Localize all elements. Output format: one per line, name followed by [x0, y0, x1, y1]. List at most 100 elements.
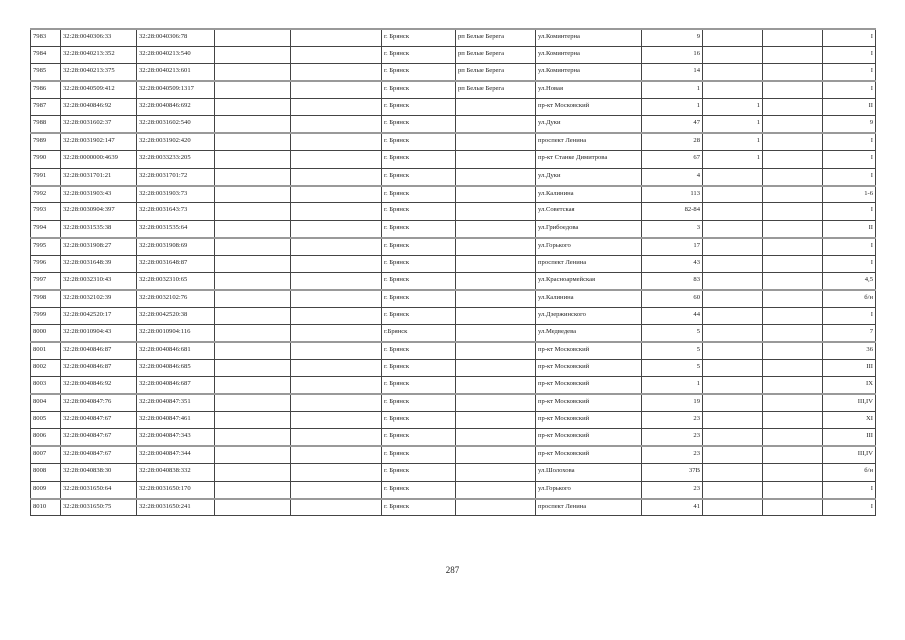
premises-cell: 36 [822, 341, 876, 360]
table-row: 7987 32:28:0040846:92 32:28:0040846:692 г. … [30, 98, 876, 117]
table-row: 7985 32:28:0040213:375 32:28:0040213:601 г.… [30, 63, 876, 82]
empty-col-4-cell [214, 254, 291, 273]
empty-col-5-cell [290, 358, 382, 378]
object-cadastral-number-cell: 32:28:0040509:1317 [136, 80, 215, 100]
building-cell: 1 [702, 115, 763, 134]
object-cadastral-number-cell: 32:28:0040306:78 [136, 27, 215, 47]
cadastral-number-cell: 32:28:0031648:39 [60, 254, 137, 273]
structure-cell [762, 358, 823, 378]
settlement-cell [455, 167, 536, 187]
empty-col-5-cell [290, 341, 382, 360]
empty-col-4-cell [214, 132, 291, 152]
object-cadastral-number-cell: 32:28:0040847:351 [136, 393, 215, 413]
settlement-cell: рп Белые Берега [455, 63, 536, 82]
empty-col-5-cell [290, 150, 382, 169]
structure-cell [762, 45, 823, 65]
empty-col-4-cell [214, 219, 291, 239]
city-cell: г. Брянск [381, 497, 456, 517]
row-number-cell: 7987 [30, 98, 61, 117]
empty-col-4-cell [214, 80, 291, 100]
street-cell: пр-кт Московский [535, 411, 642, 430]
structure-cell [762, 150, 823, 169]
building-cell [702, 254, 763, 273]
cadastral-number-cell: 32:28:0031535:38 [60, 219, 137, 239]
premises-cell: I [822, 497, 876, 517]
empty-col-4-cell [214, 376, 291, 395]
object-cadastral-number-cell: 32:28:0031650:170 [136, 480, 215, 500]
row-number-cell: 8004 [30, 393, 61, 413]
house-cell: 5 [641, 341, 703, 360]
empty-col-5-cell [290, 202, 382, 221]
row-number-cell: 7993 [30, 202, 61, 221]
object-cadastral-number-cell: 32:28:0040847:343 [136, 428, 215, 447]
empty-col-5-cell [290, 254, 382, 273]
object-cadastral-number-cell: 32:28:0031908:69 [136, 236, 215, 256]
structure-cell [762, 497, 823, 517]
premises-cell: б/н [822, 288, 876, 308]
object-cadastral-number-cell: 32:28:0031650:241 [136, 497, 215, 517]
table-row: 7991 32:28:0031701:21 32:28:0031701:72 г. Б… [30, 167, 876, 187]
street-cell: пр-кт Московский [535, 341, 642, 360]
row-number-cell: 7997 [30, 271, 61, 291]
row-number-cell: 8009 [30, 480, 61, 500]
empty-col-4-cell [214, 358, 291, 378]
house-cell: 47 [641, 115, 703, 134]
building-cell: 1 [702, 98, 763, 117]
settlement-cell [455, 428, 536, 447]
cadastral-number-cell: 32:28:0031701:21 [60, 167, 137, 187]
premises-cell: I [822, 150, 876, 169]
object-cadastral-number-cell: 32:28:0033233:205 [136, 150, 215, 169]
premises-cell: III [822, 428, 876, 447]
empty-col-5-cell [290, 376, 382, 395]
row-number-cell: 7986 [30, 80, 61, 100]
premises-cell: XI [822, 411, 876, 430]
city-cell: г. Брянск [381, 376, 456, 395]
city-cell: г.Брянск [381, 324, 456, 343]
structure-cell [762, 219, 823, 239]
table-row: 7997 32:28:0032310:43 32:28:0032310:65 г. Б… [30, 271, 876, 291]
house-cell: 28 [641, 132, 703, 152]
premises-cell: I [822, 63, 876, 82]
row-number-cell: 8001 [30, 341, 61, 360]
empty-col-4-cell [214, 341, 291, 360]
empty-col-5-cell [290, 45, 382, 65]
structure-cell [762, 445, 823, 465]
premises-cell: I [822, 254, 876, 273]
house-cell: 41 [641, 497, 703, 517]
premises-cell: 4,5 [822, 271, 876, 291]
empty-col-4-cell [214, 463, 291, 482]
table-row: 7989 32:28:0031902:147 32:28:0031902:420 г.… [30, 132, 876, 152]
table-row: 7999 32:28:0042520:17 32:28:0042520:38 г. Б… [30, 306, 876, 326]
object-cadastral-number-cell: 32:28:0031902:420 [136, 132, 215, 152]
structure-cell [762, 463, 823, 482]
table-row: 7993 32:28:0030904:397 32:28:0031643:73 г. … [30, 202, 876, 221]
table-row: 7990 32:28:0000000:4639 32:28:0033233:205 г… [30, 150, 876, 169]
object-cadastral-number-cell: 32:28:0040847:461 [136, 411, 215, 430]
table-row: 7994 32:28:0031535:38 32:28:0031535:64 г. Б… [30, 219, 876, 239]
city-cell: г. Брянск [381, 445, 456, 465]
empty-col-4-cell [214, 236, 291, 256]
settlement-cell [455, 219, 536, 239]
empty-col-5-cell [290, 167, 382, 187]
structure-cell [762, 324, 823, 343]
settlement-cell [455, 132, 536, 152]
street-cell: пр-кт Московский [535, 358, 642, 378]
city-cell: г. Брянск [381, 254, 456, 273]
settlement-cell [455, 463, 536, 482]
empty-col-5-cell [290, 98, 382, 117]
street-cell: ул.Медведева [535, 324, 642, 343]
street-cell: проспект Ленина [535, 254, 642, 273]
house-cell: 16 [641, 45, 703, 65]
cadastral-number-cell: 32:28:0040509:412 [60, 80, 137, 100]
empty-col-4-cell [214, 288, 291, 308]
cadastral-number-cell: 32:28:0040847:67 [60, 428, 137, 447]
settlement-cell [455, 376, 536, 395]
city-cell: г. Брянск [381, 115, 456, 134]
structure-cell [762, 132, 823, 152]
city-cell: г. Брянск [381, 480, 456, 500]
structure-cell [762, 202, 823, 221]
street-cell: ул.Коминтерна [535, 45, 642, 65]
cadastral-number-cell: 32:28:0040846:92 [60, 98, 137, 117]
settlement-cell [455, 184, 536, 204]
row-number-cell: 7991 [30, 167, 61, 187]
